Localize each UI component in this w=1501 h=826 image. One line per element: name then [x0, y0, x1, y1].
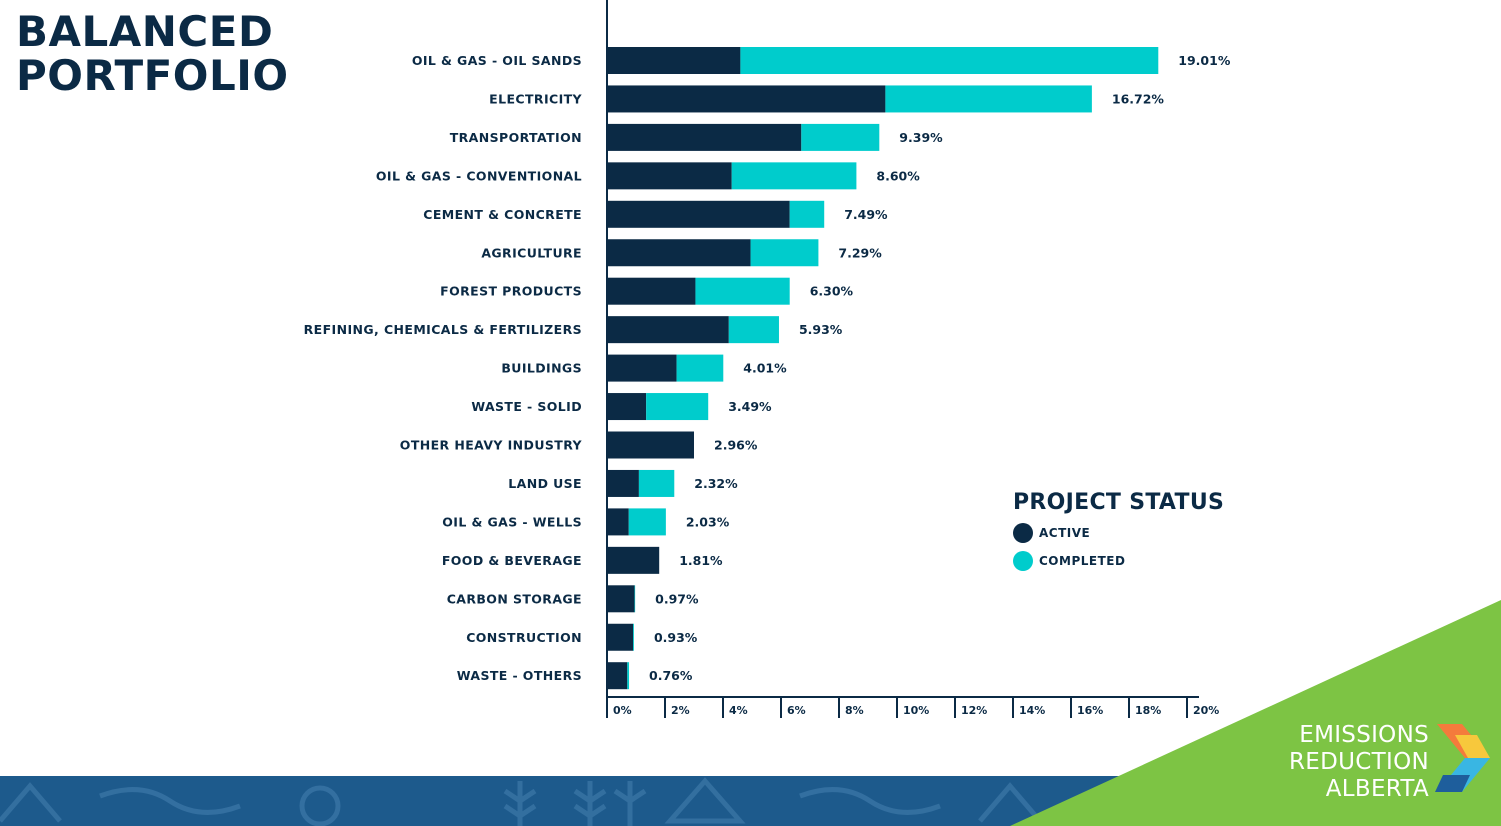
bar-completed-16: [627, 662, 630, 690]
value-label-7: 5.93%: [799, 322, 843, 337]
bar-completed-11: [638, 469, 675, 497]
category-label-8: BUILDINGS: [501, 361, 582, 376]
legend-title: PROJECT STATUS: [1013, 490, 1225, 515]
value-label-2: 9.39%: [899, 130, 943, 145]
logo-line-2: REDUCTION: [1289, 749, 1429, 775]
category-label-10: OTHER HEAVY INDUSTRY: [400, 438, 583, 453]
x-tick-label-0: 0%: [613, 704, 632, 717]
chart-title: BALANCED PORTFOLIO: [16, 10, 289, 98]
title-line-2: PORTFOLIO: [16, 51, 289, 100]
value-label-1: 16.72%: [1112, 91, 1165, 106]
bar-active-15: [607, 623, 634, 651]
bar-completed-4: [789, 200, 825, 228]
category-label-15: CONSTRUCTION: [466, 630, 582, 645]
x-tick-label-8: 16%: [1077, 704, 1103, 717]
category-label-13: FOOD & BEVERAGE: [442, 553, 582, 568]
bar-active-6: [607, 277, 696, 305]
bar-active-7: [607, 316, 729, 344]
band-pattern-icon: [0, 777, 1042, 826]
category-label-14: CARBON STORAGE: [447, 591, 582, 606]
bar-completed-5: [750, 239, 819, 267]
value-label-13: 1.81%: [679, 553, 723, 568]
value-label-12: 2.03%: [686, 514, 730, 529]
bar-completed-3: [731, 162, 857, 190]
category-label-2: TRANSPORTATION: [450, 130, 582, 145]
bar-completed-8: [676, 354, 724, 382]
bar-active-14: [607, 585, 635, 613]
bar-active-3: [607, 162, 732, 190]
era-logo-text: EMISSIONS REDUCTION ALBERTA: [1289, 722, 1429, 803]
legend-swatch-completed: [1013, 551, 1033, 571]
bar-active-10: [607, 431, 694, 459]
category-label-1: ELECTRICITY: [489, 91, 582, 106]
bar-active-1: [607, 85, 886, 113]
title-line-1: BALANCED: [16, 7, 274, 56]
bar-completed-14: [634, 585, 636, 613]
legend-label-active: ACTIVE: [1039, 526, 1091, 540]
bar-completed-0: [740, 47, 1159, 74]
bar-completed-9: [646, 393, 709, 421]
bar-completed-15: [633, 623, 634, 651]
bar-completed-2: [801, 123, 880, 151]
bar-active-5: [607, 239, 751, 267]
bar-active-0: [607, 47, 741, 74]
value-label-9: 3.49%: [728, 399, 772, 414]
bar-completed-12: [628, 508, 666, 536]
x-tick-label-6: 12%: [961, 704, 987, 717]
x-tick-label-10: 20%: [1193, 704, 1219, 717]
value-label-0: 19.01%: [1178, 53, 1231, 68]
value-label-16: 0.76%: [649, 668, 693, 683]
x-tick-label-4: 8%: [845, 704, 864, 717]
bar-active-13: [607, 546, 660, 574]
legend-label-completed: COMPLETED: [1039, 554, 1126, 568]
bar-completed-6: [695, 277, 790, 305]
category-label-4: CEMENT & CONCRETE: [423, 207, 582, 222]
bar-active-4: [607, 200, 790, 228]
legend-item-completed: COMPLETED: [1013, 551, 1224, 571]
bar-active-2: [607, 123, 802, 151]
bar-completed-1: [885, 85, 1092, 113]
value-label-10: 2.96%: [714, 438, 758, 453]
category-label-16: WASTE - OTHERS: [457, 668, 582, 683]
category-label-6: FOREST PRODUCTS: [440, 284, 582, 299]
value-label-14: 0.97%: [655, 591, 699, 606]
category-label-11: LAND USE: [508, 476, 582, 491]
legend-item-active: ACTIVE: [1013, 523, 1224, 543]
category-label-5: AGRICULTURE: [481, 245, 582, 260]
value-label-4: 7.49%: [844, 207, 888, 222]
value-label-6: 6.30%: [810, 284, 854, 299]
bar-completed-7: [728, 316, 779, 344]
bar-active-8: [607, 354, 677, 382]
logo-line-1: EMISSIONS: [1299, 722, 1429, 748]
logo-line-3: ALBERTA: [1325, 776, 1429, 802]
category-label-9: WASTE - SOLID: [471, 399, 582, 414]
category-label-12: OIL & GAS - WELLS: [442, 514, 582, 529]
value-label-15: 0.93%: [654, 630, 698, 645]
x-tick-label-2: 4%: [729, 704, 748, 717]
category-label-7: REFINING, CHEMICALS & FERTILIZERS: [304, 322, 582, 337]
era-logo-icon: [1435, 724, 1490, 792]
value-label-3: 8.60%: [876, 168, 920, 183]
bar-active-12: [607, 508, 629, 536]
x-tick-label-7: 14%: [1019, 704, 1045, 717]
legend-swatch-active: [1013, 523, 1033, 543]
x-tick-label-5: 10%: [903, 704, 929, 717]
value-label-5: 7.29%: [838, 245, 882, 260]
value-label-11: 2.32%: [694, 476, 738, 491]
chart-legend: PROJECT STATUS ACTIVE COMPLETED: [1013, 490, 1224, 571]
category-label-3: OIL & GAS - CONVENTIONAL: [376, 168, 582, 183]
bar-active-9: [607, 393, 647, 421]
bar-active-16: [607, 662, 628, 690]
bar-active-11: [607, 469, 639, 497]
category-label-0: OIL & GAS - OIL SANDS: [412, 53, 582, 68]
x-tick-label-3: 6%: [787, 704, 806, 717]
x-tick-label-1: 2%: [671, 704, 690, 717]
value-label-8: 4.01%: [743, 361, 787, 376]
x-tick-label-9: 18%: [1135, 704, 1161, 717]
